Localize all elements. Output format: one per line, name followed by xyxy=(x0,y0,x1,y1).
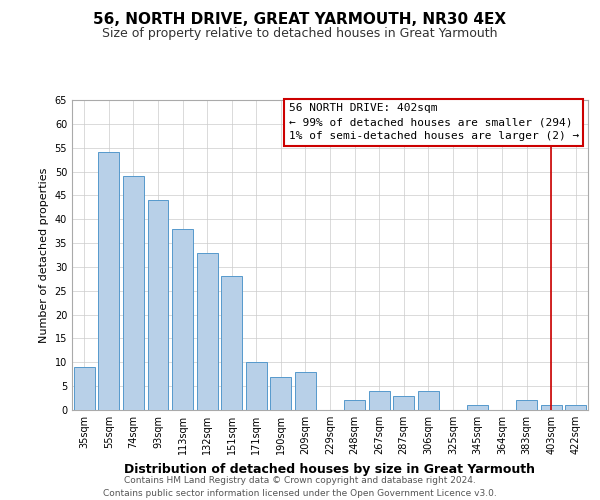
Text: 56 NORTH DRIVE: 402sqm
← 99% of detached houses are smaller (294)
1% of semi-det: 56 NORTH DRIVE: 402sqm ← 99% of detached… xyxy=(289,103,579,141)
Y-axis label: Number of detached properties: Number of detached properties xyxy=(39,168,49,342)
Bar xyxy=(368,391,389,410)
Bar xyxy=(516,400,537,410)
Bar xyxy=(271,376,292,410)
Bar xyxy=(295,372,316,410)
Bar xyxy=(393,396,414,410)
Bar xyxy=(197,252,218,410)
Bar xyxy=(344,400,365,410)
Bar xyxy=(246,362,267,410)
Bar xyxy=(541,405,562,410)
Bar xyxy=(74,367,95,410)
Bar xyxy=(565,405,586,410)
Bar xyxy=(467,405,488,410)
Bar xyxy=(148,200,169,410)
Bar xyxy=(123,176,144,410)
Text: 56, NORTH DRIVE, GREAT YARMOUTH, NR30 4EX: 56, NORTH DRIVE, GREAT YARMOUTH, NR30 4E… xyxy=(94,12,506,28)
Bar xyxy=(98,152,119,410)
Bar xyxy=(221,276,242,410)
Text: Contains HM Land Registry data © Crown copyright and database right 2024.
Contai: Contains HM Land Registry data © Crown c… xyxy=(103,476,497,498)
Text: Size of property relative to detached houses in Great Yarmouth: Size of property relative to detached ho… xyxy=(102,28,498,40)
Bar xyxy=(418,391,439,410)
X-axis label: Distribution of detached houses by size in Great Yarmouth: Distribution of detached houses by size … xyxy=(125,462,536,475)
Bar xyxy=(172,229,193,410)
